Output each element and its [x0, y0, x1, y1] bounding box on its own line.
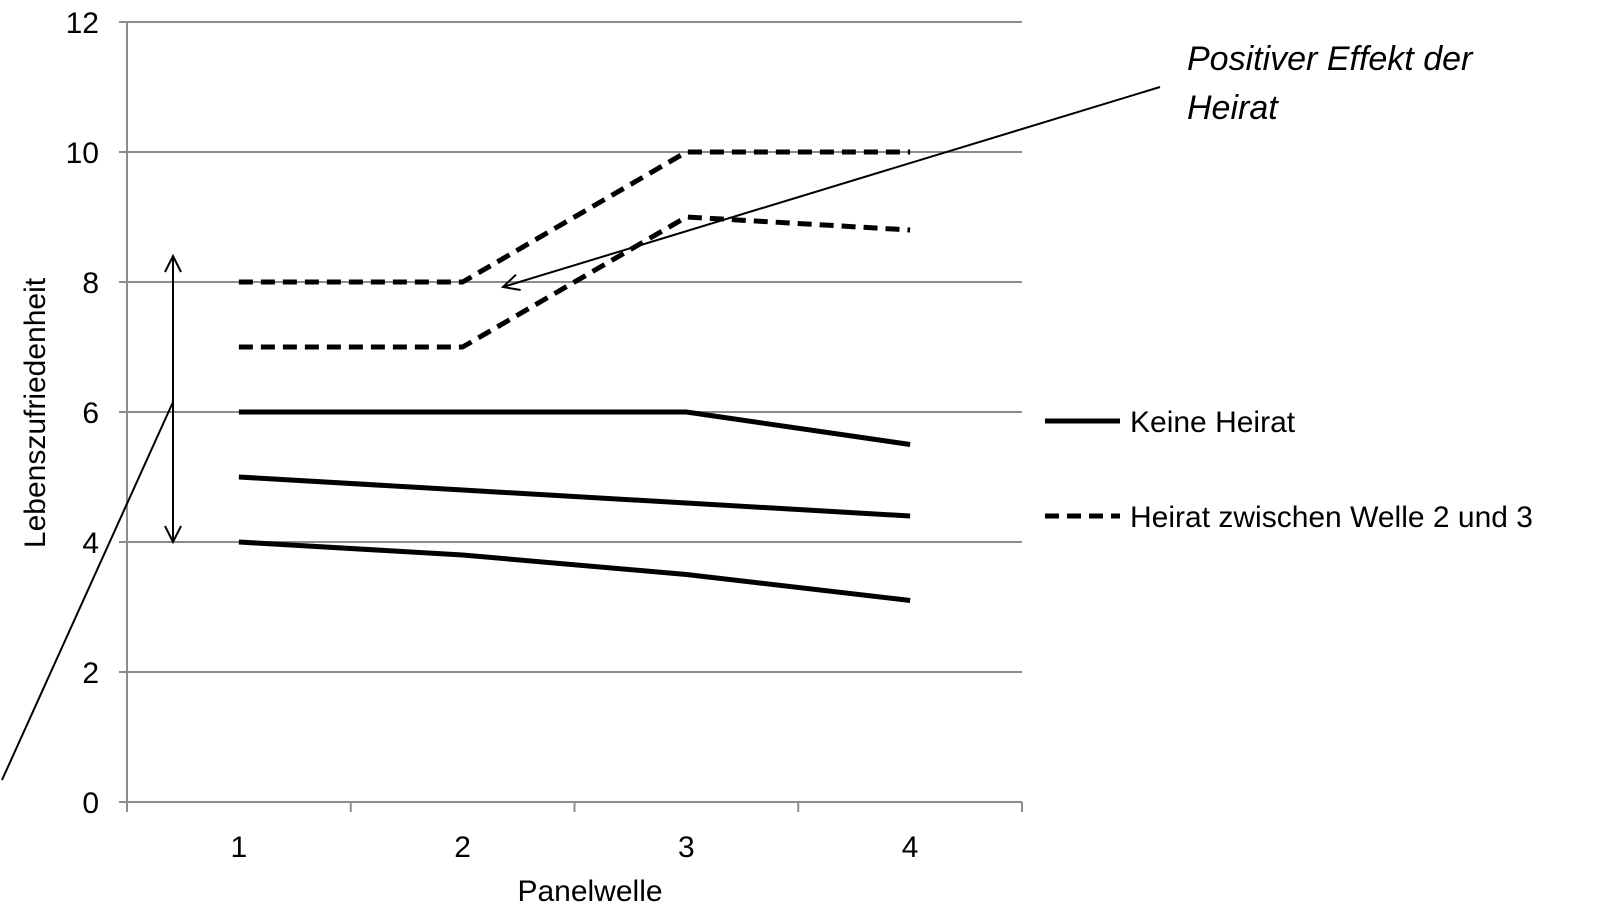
solid-series-line-3: [238, 539, 911, 603]
y-tick-label-2: 2: [82, 657, 99, 690]
y-tick-label-10: 10: [66, 137, 99, 170]
series-lines: [238, 149, 911, 603]
y-tick-label-8: 8: [82, 267, 99, 300]
solid-series-line-2: [238, 474, 911, 519]
legend-label-heirat: Heirat zwischen Welle 2 und 3: [1130, 501, 1533, 534]
annotations: Positiver Effekt der Heirat: [1, 40, 1474, 781]
legend-label-keine-heirat: Keine Heirat: [1130, 406, 1296, 439]
annotation-arrow: [503, 86, 1161, 287]
dashed-series-line-5: [238, 214, 911, 350]
annotation-text-line-1: Positiver Effekt der: [1187, 40, 1474, 78]
x-tick-label-1: 1: [231, 831, 248, 864]
x-tick-label-3: 3: [678, 831, 695, 864]
y-axis-title: Lebenszufriedenheit: [19, 277, 52, 548]
annotation-leader-line: [1, 401, 174, 781]
legend: Keine Heirat Heirat zwischen Welle 2 und…: [1045, 406, 1533, 534]
x-axis-title: Panelwelle: [517, 875, 662, 906]
y-tick-label-4: 4: [82, 527, 99, 560]
dashed-series-line-4: [238, 149, 911, 285]
x-tick-label-4: 4: [902, 831, 919, 864]
solid-series-line-1: [238, 409, 911, 447]
annotation-text-line-2: Heirat: [1187, 89, 1279, 127]
y-tick-label-12: 12: [66, 7, 99, 40]
y-tick-label-6: 6: [82, 397, 99, 430]
x-tick-label-2: 2: [454, 831, 471, 864]
y-tick-label-0: 0: [82, 787, 99, 820]
